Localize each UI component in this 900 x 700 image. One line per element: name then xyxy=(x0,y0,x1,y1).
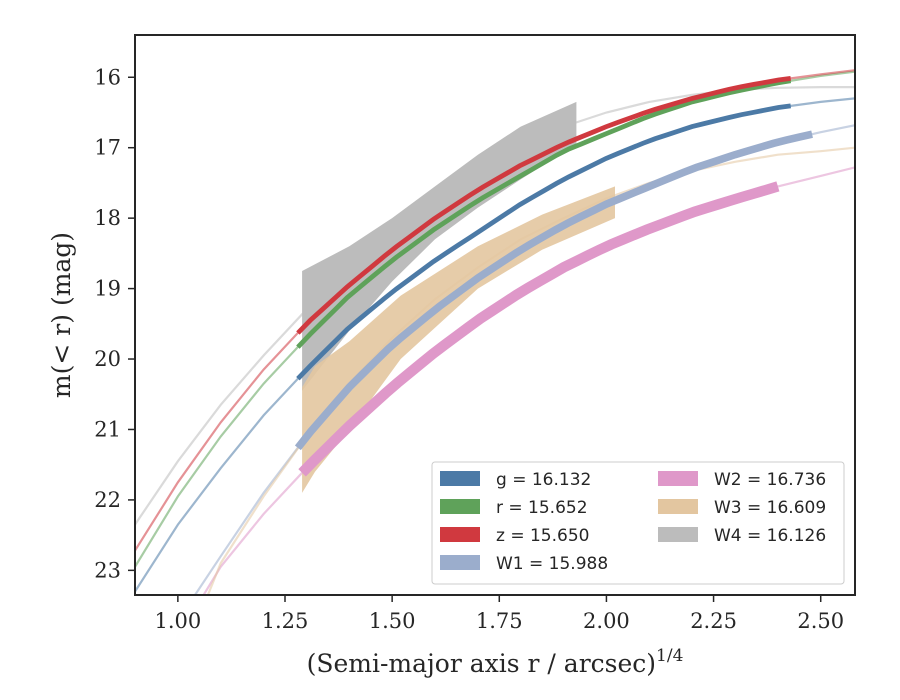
legend-label-z: z = 15.650 xyxy=(496,526,589,546)
plot-area xyxy=(135,69,855,595)
legend-swatch-z xyxy=(440,527,480,542)
y-tick-label: 22 xyxy=(94,488,121,512)
y-tick-label: 17 xyxy=(94,136,121,160)
legend-swatch-r xyxy=(440,499,480,514)
x-tick-label: 1.00 xyxy=(154,609,201,633)
series-g-measured-line xyxy=(296,103,792,381)
legend-frame xyxy=(431,461,845,585)
legend-swatch-g xyxy=(440,471,480,486)
y-tick-label: 21 xyxy=(94,417,121,441)
legend-swatch-w2 xyxy=(658,471,698,486)
y-axis-label: m(< r) (mag) xyxy=(47,232,76,398)
legend-swatch-w3 xyxy=(658,499,698,514)
legend-swatch-w4 xyxy=(658,527,698,542)
series-w1-measured-line xyxy=(294,130,813,451)
legend-label-w1: W1 = 15.988 xyxy=(496,554,608,574)
x-tick-label: 1.50 xyxy=(369,609,416,633)
y-tick-label: 19 xyxy=(94,277,121,301)
legend-label-w2: W2 = 16.736 xyxy=(714,470,826,490)
legend-label-w3: W3 = 16.609 xyxy=(714,498,826,518)
x-tick-label: 2.25 xyxy=(690,609,737,633)
legend-label-r: r = 15.652 xyxy=(496,498,588,518)
x-axis-label: (Semi-major axis r / arcsec)1/4 xyxy=(307,646,684,678)
series-z-measured-line xyxy=(296,76,792,335)
y-axis: 16 17 18 19 20 21 22 23 xyxy=(94,65,135,582)
x-tick-label: 2.00 xyxy=(583,609,630,633)
y-tick-label: 20 xyxy=(94,347,121,371)
x-tick-label: 1.25 xyxy=(262,609,309,633)
y-tick-label: 16 xyxy=(94,65,121,89)
series-r-measured-line xyxy=(296,78,792,349)
x-axis: 1.00 1.25 1.50 1.75 2.00 2.25 2.50 xyxy=(154,595,844,633)
legend-swatch-w1 xyxy=(440,555,480,570)
y-tick-label: 23 xyxy=(94,558,121,582)
x-tick-label: 2.50 xyxy=(797,609,844,633)
legend-label-g: g = 16.132 xyxy=(496,470,591,490)
x-tick-label: 1.75 xyxy=(476,609,523,633)
plot-frame xyxy=(134,34,856,596)
legend: g = 16.132 r = 15.652 z = 15.650 W1 = 15.98… xyxy=(431,461,845,585)
series-w2-measured-line xyxy=(298,181,780,477)
y-tick-label: 18 xyxy=(94,206,121,230)
legend-label-w4: W4 = 16.126 xyxy=(714,526,826,546)
